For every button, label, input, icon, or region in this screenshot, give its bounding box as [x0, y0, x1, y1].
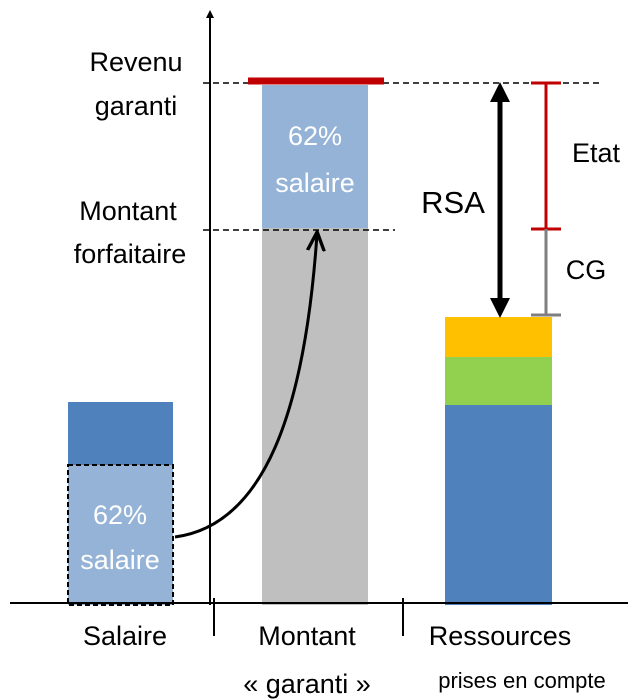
label: garanti: [95, 91, 178, 121]
inner-label: 62%: [288, 121, 342, 151]
label: Revenu: [89, 47, 182, 77]
forfait-bar: [262, 228, 368, 605]
resource-blue: [445, 405, 552, 605]
label: Montant: [79, 196, 177, 226]
category-label: prises en compte: [438, 668, 606, 693]
cg-range: [531, 229, 561, 317]
salary-part-top: [262, 85, 368, 228]
salary-part: [67, 464, 174, 606]
rsa-label: RSA: [421, 185, 485, 220]
inner-label: 62%: [93, 500, 147, 530]
etat-range: [531, 81, 561, 231]
category-label: Salaire: [83, 621, 167, 651]
resource-green: [445, 357, 552, 405]
etat-label: Etat: [572, 138, 621, 168]
category-label: Ressources: [429, 621, 572, 651]
category-label: « garanti »: [243, 669, 371, 699]
cg-label: CG: [566, 255, 607, 285]
label: forfaitaire: [74, 239, 187, 269]
resource-yellow: [445, 317, 552, 357]
category-label: Montant: [258, 621, 356, 651]
transfer-arrow: [174, 234, 317, 539]
inner-label: salaire: [80, 545, 160, 575]
inner-label: salaire: [275, 168, 355, 198]
